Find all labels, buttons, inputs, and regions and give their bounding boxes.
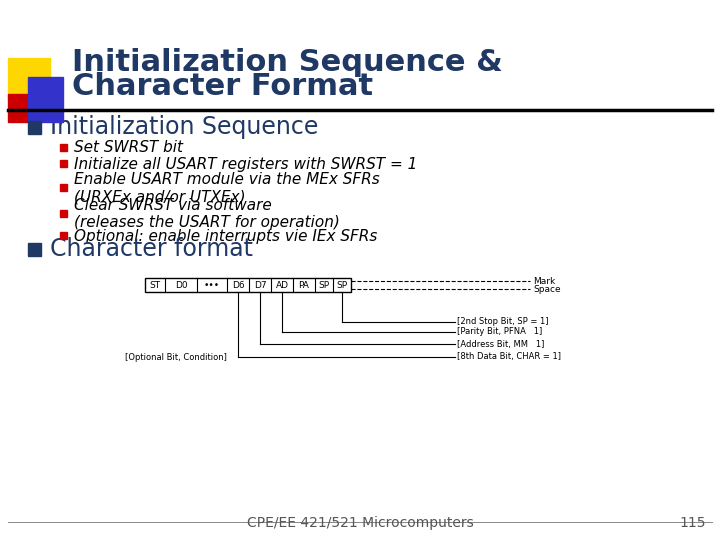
Text: [Optional Bit, Condition]: [Optional Bit, Condition] — [125, 353, 227, 361]
Text: Enable USART module via the MEx SFRs
(URXEx and/or UTXEx): Enable USART module via the MEx SFRs (UR… — [74, 172, 379, 204]
Bar — [28, 77, 63, 122]
Text: Mark: Mark — [533, 276, 555, 286]
Bar — [28, 243, 41, 256]
Text: SP: SP — [318, 280, 330, 289]
Text: D7: D7 — [253, 280, 266, 289]
Text: Initialization Sequence: Initialization Sequence — [50, 115, 318, 139]
Bar — [28, 121, 41, 134]
Text: SP: SP — [336, 280, 348, 289]
Text: Character format: Character format — [50, 237, 253, 261]
Text: Clear SWRST via software
(releases the USART for operation): Clear SWRST via software (releases the U… — [74, 198, 340, 230]
Text: CPE/EE 421/521 Microcomputers: CPE/EE 421/521 Microcomputers — [247, 516, 473, 530]
Bar — [60, 144, 67, 151]
Text: [Address Bit, MM   1]: [Address Bit, MM 1] — [457, 340, 544, 348]
Text: ST: ST — [150, 280, 161, 289]
Text: Character Format: Character Format — [72, 72, 373, 101]
Text: Set SWRST bit: Set SWRST bit — [74, 140, 183, 156]
Text: D6: D6 — [232, 280, 244, 289]
Text: Initialize all USART registers with SWRST = 1: Initialize all USART registers with SWRS… — [74, 157, 418, 172]
Text: [8th Data Bit, CHAR = 1]: [8th Data Bit, CHAR = 1] — [457, 353, 561, 361]
Bar — [60, 184, 67, 191]
Bar — [8, 58, 50, 100]
Text: [Parity Bit, PFNA   1]: [Parity Bit, PFNA 1] — [457, 327, 542, 336]
Text: AD: AD — [276, 280, 289, 289]
Text: PA: PA — [299, 280, 310, 289]
Bar — [8, 94, 33, 122]
Text: D0: D0 — [175, 280, 187, 289]
Text: Initialization Sequence &: Initialization Sequence & — [72, 48, 503, 77]
Bar — [60, 210, 67, 217]
Text: 115: 115 — [680, 516, 706, 530]
Text: Optional: enable interrupts vie IEx SFRs: Optional: enable interrupts vie IEx SFRs — [74, 228, 377, 244]
Bar — [60, 160, 67, 167]
Bar — [145, 278, 351, 292]
Text: •••: ••• — [204, 280, 220, 289]
Text: Space: Space — [533, 285, 561, 294]
Text: [2nd Stop Bit, SP = 1]: [2nd Stop Bit, SP = 1] — [457, 318, 549, 327]
Bar — [60, 232, 67, 239]
